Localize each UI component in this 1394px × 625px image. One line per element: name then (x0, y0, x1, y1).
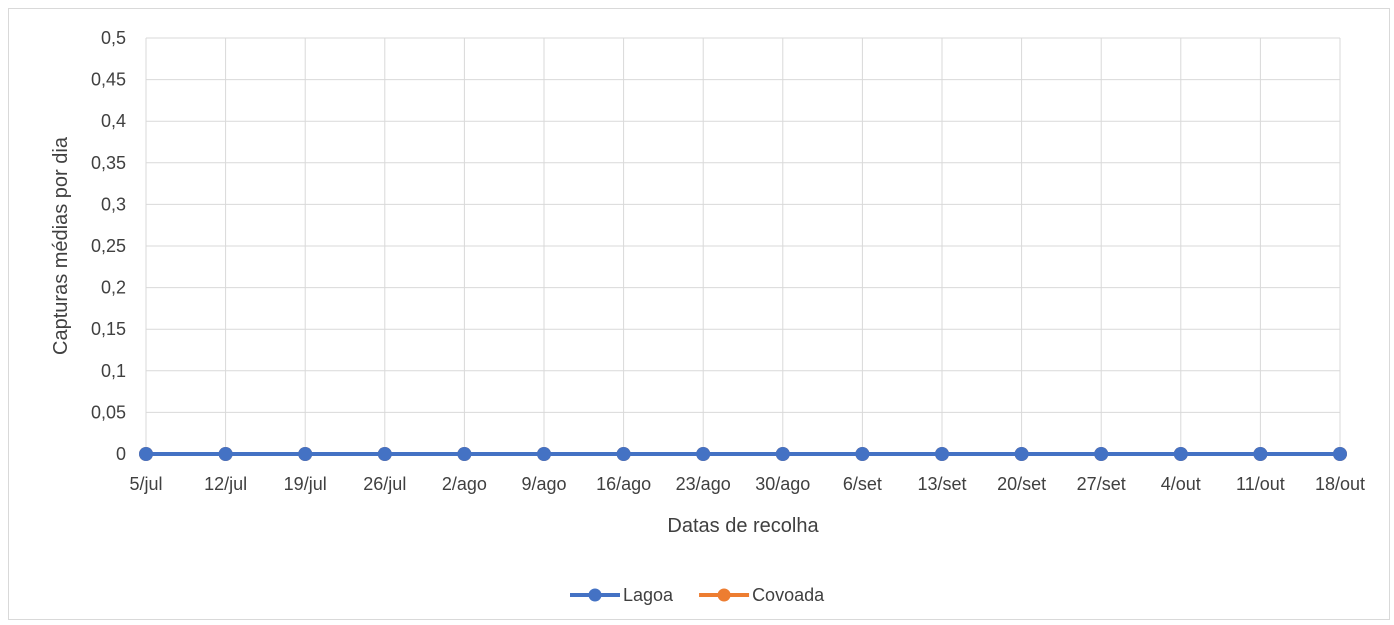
x-tick-label: 4/out (1161, 474, 1201, 494)
legend-marker (717, 588, 731, 602)
data-point (616, 447, 631, 461)
data-point (298, 447, 313, 461)
x-tick-label: 18/out (1315, 474, 1365, 494)
legend: Lagoa Covoada (570, 585, 825, 605)
y-tick-label: 0 (116, 444, 126, 464)
data-point (855, 447, 870, 461)
y-tick-label: 0,1 (101, 361, 126, 381)
chart-frame (8, 8, 1390, 620)
data-point (935, 447, 949, 461)
y-tick-label: 0,35 (91, 153, 126, 173)
legend-marker (588, 588, 602, 602)
data-point (537, 447, 551, 461)
y-tick-label: 0,5 (101, 28, 126, 48)
y-tick-label: 0,45 (91, 70, 126, 90)
x-tick-label: 26/jul (363, 474, 406, 494)
x-tick-label: 11/out (1236, 474, 1285, 494)
x-tick-labels: 5/jul 12/jul 19/jul 26/jul 2/ago 9/ago 16/ago 2… (129, 474, 1365, 494)
data-point (1253, 447, 1268, 461)
x-tick-label: 19/jul (284, 474, 327, 494)
x-tick-label: 13/set (917, 474, 966, 494)
data-point (696, 447, 711, 461)
data-point (775, 447, 790, 461)
x-tick-label: 5/jul (129, 474, 162, 494)
x-tick-label: 9/ago (521, 474, 566, 494)
data-point (377, 447, 392, 461)
data-point (218, 447, 233, 461)
x-tick-label: 23/ago (676, 474, 731, 494)
data-point (139, 447, 153, 461)
legend-label: Lagoa (623, 585, 674, 605)
x-tick-label: 6/set (843, 474, 882, 494)
y-tick-label: 0,25 (91, 236, 126, 256)
x-tick-label: 16/ago (596, 474, 651, 494)
legend-label: Covoada (752, 585, 825, 605)
y-tick-label: 0,2 (101, 278, 126, 298)
x-tick-label: 27/set (1077, 474, 1126, 494)
data-point (1094, 447, 1109, 461)
x-tick-label: 20/set (997, 474, 1046, 494)
data-point (1173, 447, 1188, 461)
y-tick-label: 0,05 (91, 402, 126, 422)
y-tick-label: 0,4 (101, 111, 126, 131)
y-tick-labels: 0 0,05 0,1 0,15 0,2 0,25 0,3 0,35 0,4 0,45 0,5 (91, 28, 126, 464)
data-point (1333, 447, 1347, 461)
y-tick-label: 0,3 (101, 194, 126, 214)
x-tick-label: 2/ago (442, 474, 487, 494)
x-tick-label: 12/jul (204, 474, 247, 494)
y-axis-title: Capturas médias por dia (50, 136, 72, 355)
x-axis-title: Datas de recolha (667, 515, 819, 537)
data-point (1014, 447, 1029, 461)
y-tick-label: 0,15 (91, 319, 126, 339)
series-layer (139, 447, 1347, 461)
gridlines (145, 37, 1341, 455)
data-point (457, 447, 472, 461)
x-tick-label: 30/ago (755, 474, 810, 494)
